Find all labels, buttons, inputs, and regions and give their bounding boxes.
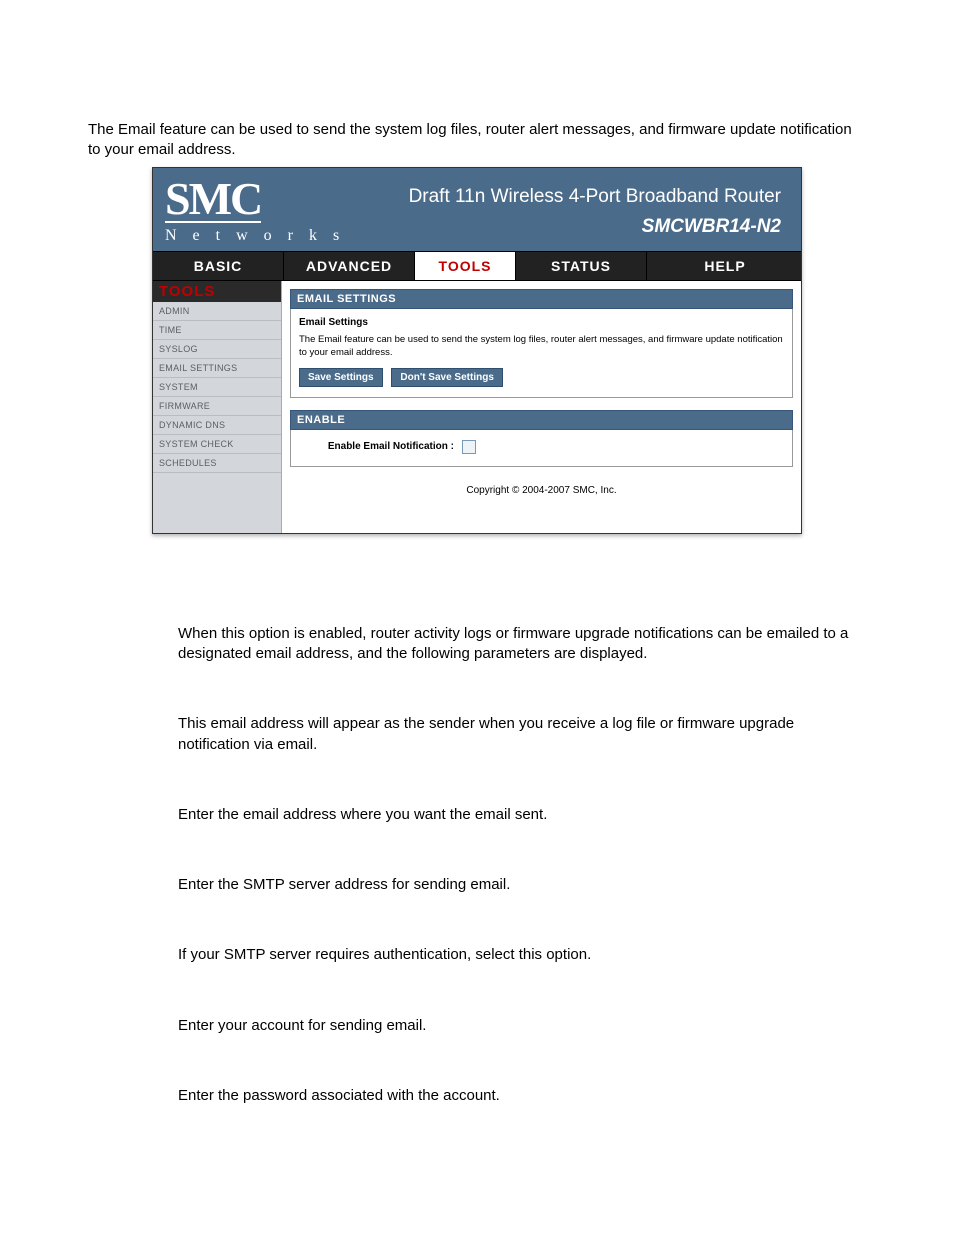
main-tabs: BASIC ADVANCED TOOLS STATUS HELP bbox=[153, 251, 801, 281]
sidebar-item-firmware[interactable]: FIRMWARE bbox=[153, 397, 281, 416]
para-smtp: Enter the SMTP server address for sendin… bbox=[178, 875, 866, 895]
para-enable-desc: When this option is enabled, router acti… bbox=[178, 624, 866, 665]
copyright: Copyright © 2004-2007 SMC, Inc. bbox=[290, 467, 793, 500]
section-header-enable: ENABLE bbox=[290, 410, 793, 430]
sidebar-item-ddns[interactable]: DYNAMIC DNS bbox=[153, 416, 281, 435]
header-model: SMCWBR14-N2 bbox=[365, 216, 781, 238]
sidebar: TOOLS ADMIN TIME SYSLOG EMAIL SETTINGS S… bbox=[153, 281, 282, 533]
enable-label: Enable Email Notification : bbox=[299, 441, 462, 452]
sidebar-item-time[interactable]: TIME bbox=[153, 321, 281, 340]
logo-text: SMC bbox=[165, 178, 261, 223]
tab-basic[interactable]: BASIC bbox=[153, 252, 284, 280]
tab-help[interactable]: HELP bbox=[647, 252, 803, 280]
para-account: Enter your account for sending email. bbox=[178, 1016, 866, 1036]
section-desc: The Email feature can be used to send th… bbox=[299, 334, 784, 360]
dont-save-button[interactable]: Don't Save Settings bbox=[391, 368, 503, 387]
sidebar-item-email[interactable]: EMAIL SETTINGS bbox=[153, 359, 281, 378]
tab-advanced[interactable]: ADVANCED bbox=[284, 252, 415, 280]
save-button[interactable]: Save Settings bbox=[299, 368, 383, 387]
router-screenshot: SMC N e t w o r k s Draft 11n Wireless 4… bbox=[152, 167, 802, 534]
sidebar-item-syslog[interactable]: SYSLOG bbox=[153, 340, 281, 359]
intro-text: The Email feature can be used to send th… bbox=[88, 120, 866, 161]
para-to: Enter the email address where you want t… bbox=[178, 805, 866, 825]
sidebar-item-schedules[interactable]: SCHEDULES bbox=[153, 454, 281, 473]
main-panel: EMAIL SETTINGS Email Settings The Email … bbox=[282, 281, 801, 533]
sidebar-item-admin[interactable]: ADMIN bbox=[153, 302, 281, 321]
header-title: Draft 11n Wireless 4-Port Broadband Rout… bbox=[365, 186, 781, 208]
para-auth: If your SMTP server requires authenticat… bbox=[178, 945, 866, 965]
sidebar-item-syscheck[interactable]: SYSTEM CHECK bbox=[153, 435, 281, 454]
para-password: Enter the password associated with the a… bbox=[178, 1086, 866, 1106]
lower-text: When this option is enabled, router acti… bbox=[88, 534, 866, 1106]
logo-subtext: N e t w o r k s bbox=[165, 227, 365, 245]
section-subtitle: Email Settings bbox=[299, 317, 784, 328]
enable-checkbox[interactable] bbox=[462, 440, 476, 454]
sidebar-title: TOOLS bbox=[153, 281, 281, 302]
section-header-email: EMAIL SETTINGS bbox=[290, 289, 793, 309]
tab-tools[interactable]: TOOLS bbox=[415, 252, 516, 280]
logo: SMC N e t w o r k s bbox=[153, 168, 365, 251]
tab-status[interactable]: STATUS bbox=[516, 252, 647, 280]
para-from: This email address will appear as the se… bbox=[178, 714, 866, 755]
sidebar-item-system[interactable]: SYSTEM bbox=[153, 378, 281, 397]
